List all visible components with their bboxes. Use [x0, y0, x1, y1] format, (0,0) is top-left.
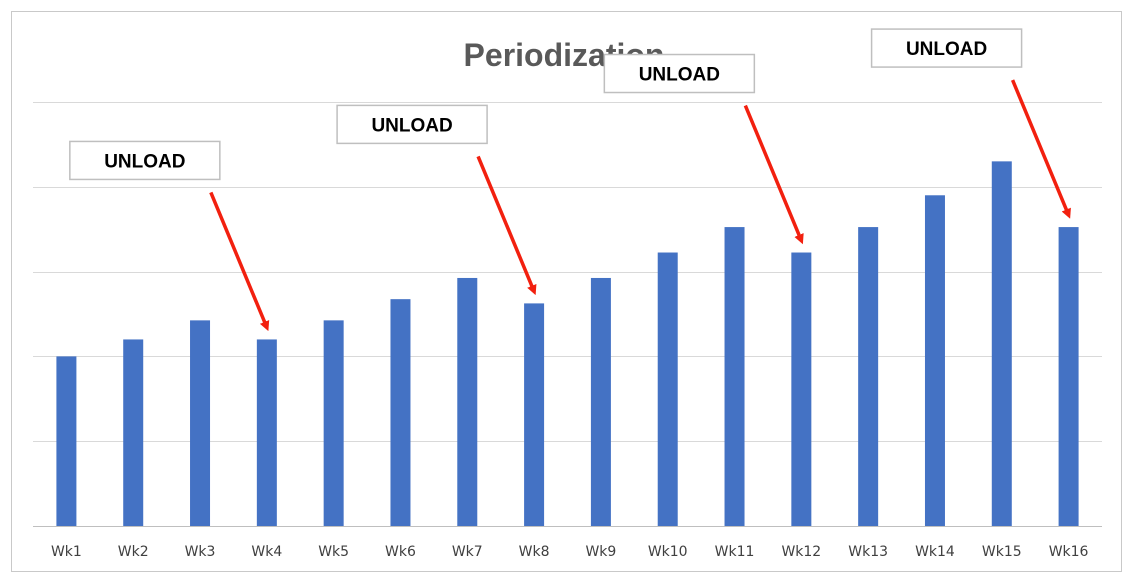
callout-arrow [1010, 79, 1071, 219]
bar-wk3 [190, 320, 211, 526]
bar-wk1 [56, 356, 77, 526]
x-tick-label: Wk1 [51, 544, 82, 560]
x-tick-label: Wk5 [318, 544, 349, 560]
callout-arrow [743, 104, 804, 245]
unload-callout: UNLOAD [69, 140, 270, 332]
callout-box [69, 140, 221, 181]
callout-label: UNLOAD [104, 151, 185, 172]
bar-wk16 [1058, 227, 1079, 526]
x-tick-label: Wk8 [519, 544, 550, 560]
callout-arrow [476, 155, 537, 296]
bar-wk9 [590, 277, 611, 526]
x-tick-label: Wk14 [915, 544, 955, 560]
x-tick-label: Wk3 [185, 544, 216, 560]
bar-wk13 [858, 227, 879, 526]
x-tick-label: Wk4 [251, 544, 282, 560]
gridlines [33, 102, 1102, 527]
x-tick-label: Wk12 [781, 544, 821, 560]
bar-wk12 [791, 252, 812, 526]
bar-wk5 [323, 320, 344, 526]
bar-wk7 [457, 277, 478, 526]
x-tick-label: Wk11 [715, 544, 755, 560]
bar-wk15 [991, 161, 1012, 527]
callout-box [603, 53, 756, 94]
bars [56, 161, 1079, 527]
bar-wk8 [524, 303, 545, 526]
bar-wk11 [724, 227, 745, 526]
x-tick-label: Wk9 [585, 544, 616, 560]
x-tick-label: Wk16 [1049, 544, 1089, 560]
callout-label: UNLOAD [906, 39, 987, 60]
x-axis-labels: Wk1 Wk2 Wk3 Wk4 Wk5 Wk6 Wk7 Wk8 Wk9 Wk10 Wk11 Wk12 W… [51, 544, 1089, 560]
bar-wk2 [123, 339, 144, 526]
bar-wk6 [390, 299, 411, 526]
callout-box [870, 28, 1023, 68]
unload-callout: UNLOAD [603, 53, 804, 245]
callout-label: UNLOAD [639, 65, 720, 86]
callout-box [336, 104, 488, 145]
callout-arrow [209, 191, 270, 332]
annotations: UNLOAD UNLOAD UNLOAD UNLOAD [69, 28, 1071, 332]
x-tick-label: Wk15 [982, 544, 1022, 560]
x-tick-label: Wk6 [385, 544, 416, 560]
unload-callout: UNLOAD [870, 28, 1071, 219]
bar-wk10 [657, 252, 678, 526]
x-tick-label: Wk2 [118, 544, 149, 560]
callout-label: UNLOAD [371, 115, 452, 136]
x-tick-label: Wk13 [848, 544, 888, 560]
unload-callout: UNLOAD [336, 104, 537, 296]
x-tick-label: Wk7 [452, 544, 483, 560]
x-tick-label: Wk10 [648, 544, 688, 560]
bar-wk4 [256, 339, 277, 526]
bar-wk14 [924, 195, 945, 526]
